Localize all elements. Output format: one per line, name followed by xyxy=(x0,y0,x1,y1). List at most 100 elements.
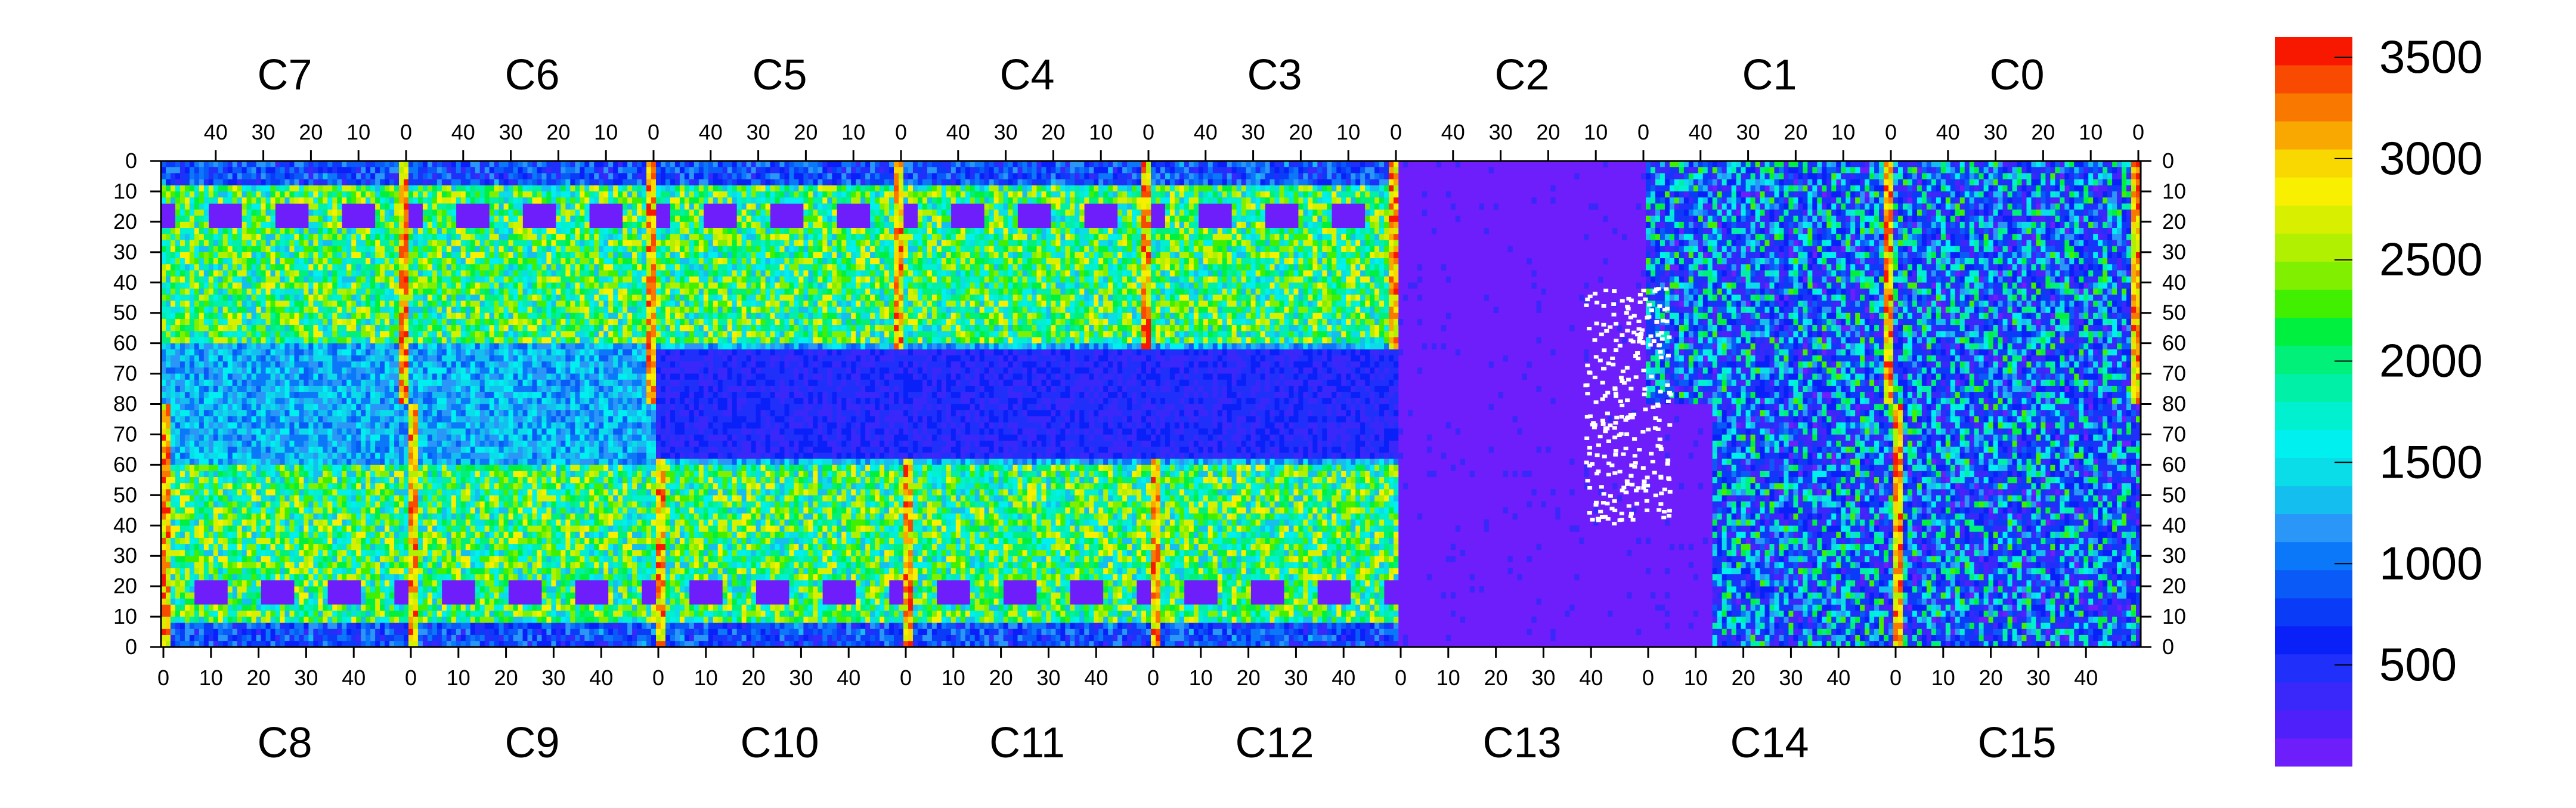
bottom-x-tick-label: 40 xyxy=(2074,665,2098,690)
colorbar-band xyxy=(2275,37,2352,66)
bottom-x-tick-label: 20 xyxy=(494,665,518,690)
right-y-tick-label: 20 xyxy=(2162,574,2186,598)
right-y-tick-label: 10 xyxy=(2162,179,2186,203)
bottom-x-tick-label: 40 xyxy=(1826,665,1850,690)
top-x-tick-label: 40 xyxy=(1689,120,1713,144)
right-y-tick-label: 40 xyxy=(2162,513,2186,537)
top-x-tick-label: 20 xyxy=(1536,120,1560,144)
bottom-x-tick-label: 40 xyxy=(342,665,366,690)
top-x-tick-label: 20 xyxy=(299,120,323,144)
left-y-tick-label: 70 xyxy=(113,361,137,386)
top-x-tick-label: 20 xyxy=(2031,120,2055,144)
bottom-x-tick-label: 40 xyxy=(1084,665,1108,690)
colorbar-band xyxy=(2275,514,2352,543)
right-y-tick-label: 0 xyxy=(2162,148,2174,173)
top-x-tick-label: 10 xyxy=(594,120,618,144)
chip-block-C10 xyxy=(656,404,903,648)
colorbar-band xyxy=(2275,710,2352,739)
chip-label-bottom: C14 xyxy=(1730,719,1809,767)
bottom-x-tick-label: 20 xyxy=(247,665,271,690)
chip-block-C11 xyxy=(903,404,1151,648)
bottom-x-tick-label: 20 xyxy=(1732,665,1755,690)
bottom-x-tick-label: 30 xyxy=(1284,665,1308,690)
chip-label-bottom: C12 xyxy=(1235,719,1314,767)
top-x-tick-label: 0 xyxy=(1885,120,1897,144)
left-y-tick-label: 60 xyxy=(113,452,137,476)
left-y-tick-label: 30 xyxy=(113,240,137,264)
bottom-x-tick-label: 30 xyxy=(2026,665,2050,690)
heatmap-cells xyxy=(161,161,2141,647)
bottom-x-tick-label: 30 xyxy=(789,665,813,690)
colorbar-band xyxy=(2275,289,2352,318)
bottom-x-tick-label: 10 xyxy=(942,665,965,690)
top-x-tick-label: 30 xyxy=(499,120,523,144)
colorbar-band xyxy=(2275,570,2352,599)
bottom-x-tick-label: 0 xyxy=(1642,665,1654,690)
chip-label-top: C4 xyxy=(999,51,1054,99)
top-x-tick-label: 0 xyxy=(1637,120,1649,144)
top-x-tick-label: 0 xyxy=(1390,120,1402,144)
left-y-tick-label: 40 xyxy=(113,270,137,295)
chip-block-C6 xyxy=(408,161,656,404)
top-x-tick-label: 10 xyxy=(2079,120,2103,144)
colorbar-band xyxy=(2275,65,2352,94)
right-y-tick-label: 50 xyxy=(2162,301,2186,325)
top-x-tick-label: 20 xyxy=(1041,120,1065,144)
bottom-x-tick-label: 20 xyxy=(1484,665,1508,690)
top-x-tick-label: 0 xyxy=(648,120,660,144)
bottom-x-tick-label: 30 xyxy=(294,665,318,690)
bottom-x-tick-label: 10 xyxy=(1931,665,1955,690)
chip-label-bottom: C10 xyxy=(740,719,819,767)
top-x-tick-label: 20 xyxy=(794,120,818,144)
bottom-x-tick-label: 10 xyxy=(1436,665,1460,690)
chip-label-bottom: C13 xyxy=(1482,719,1561,767)
bottom-x-tick-label: 0 xyxy=(1890,665,1902,690)
top-x-tick-label: 30 xyxy=(1736,120,1760,144)
chip-block-C7 xyxy=(161,161,408,404)
colorbar-band xyxy=(2275,261,2352,290)
left-y-tick-label: 80 xyxy=(113,392,137,416)
colorbar-band xyxy=(2275,738,2352,767)
bottom-x-tick-label: 30 xyxy=(1036,665,1060,690)
colorbar-band xyxy=(2275,598,2352,627)
chip-label-top: C0 xyxy=(1989,51,2044,99)
bottom-x-tick-label: 10 xyxy=(1189,665,1213,690)
right-y-tick-label: 10 xyxy=(2162,604,2186,629)
chip-block-C8 xyxy=(161,404,408,648)
bottom-x-tick-label: 10 xyxy=(199,665,223,690)
bottom-x-tick-label: 0 xyxy=(1395,665,1407,690)
colorbar-band xyxy=(2275,149,2352,178)
top-x-tick-label: 10 xyxy=(1336,120,1360,144)
bottom-x-tick-label: 0 xyxy=(652,665,664,690)
top-x-tick-label: 10 xyxy=(1584,120,1608,144)
bottom-x-tick-label: 0 xyxy=(405,665,417,690)
right-y-tick-label: 40 xyxy=(2162,270,2186,295)
chip-label-bottom: C8 xyxy=(257,719,312,767)
left-y-tick-label: 0 xyxy=(125,148,137,173)
colorbar-tick-label: 500 xyxy=(2379,638,2457,691)
colorbar-band xyxy=(2275,233,2352,262)
top-x-tick-label: 40 xyxy=(451,120,475,144)
top-x-tick-label: 0 xyxy=(895,120,907,144)
top-x-tick-label: 30 xyxy=(252,120,275,144)
bottom-x-tick-label: 20 xyxy=(742,665,766,690)
colorbar-band xyxy=(2275,682,2352,711)
top-x-tick-label: 40 xyxy=(1441,120,1465,144)
left-y-tick-label: 40 xyxy=(113,513,137,537)
right-y-tick-label: 0 xyxy=(2162,634,2174,659)
bottom-x-tick-label: 30 xyxy=(1531,665,1555,690)
bottom-x-tick-label: 40 xyxy=(1332,665,1355,690)
colorbar-tick-label: 1000 xyxy=(2379,537,2483,589)
bottom-x-tick-label: 30 xyxy=(1779,665,1803,690)
chip-block-C1 xyxy=(1646,161,1893,404)
top-x-tick-label: 10 xyxy=(1831,120,1855,144)
top-x-tick-label: 0 xyxy=(400,120,412,144)
right-y-tick-label: 30 xyxy=(2162,543,2186,568)
left-y-tick-label: 50 xyxy=(113,301,137,325)
colorbar-tick-label: 3000 xyxy=(2379,132,2483,184)
top-x-tick-label: 30 xyxy=(1984,120,2008,144)
chip-label-top: C7 xyxy=(257,51,312,99)
